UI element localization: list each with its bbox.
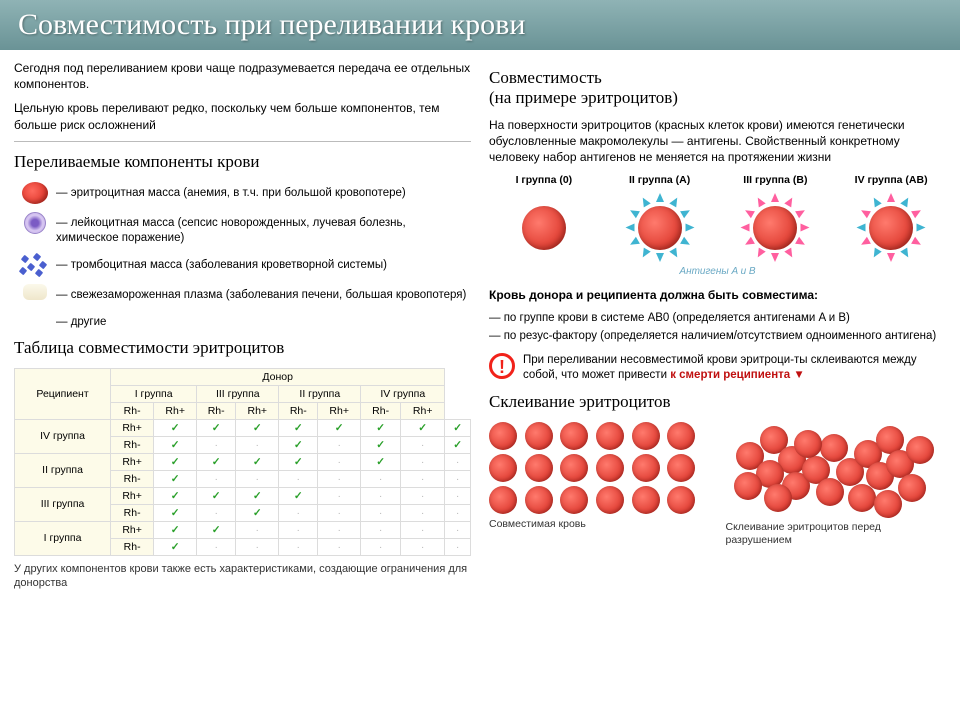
divider (14, 141, 471, 142)
exclamation-icon: ! (489, 353, 515, 379)
compatibility-table: РеципиентДонорI группаIII группаII групп… (14, 368, 471, 556)
agglutinated-blood-box: Склеивание эритроцитов перед разрушением (726, 422, 947, 546)
wbc-icon (14, 212, 56, 234)
group-label: I группа (0) (489, 174, 599, 186)
warning-text: При переливании несовместимой крови эрит… (523, 353, 946, 384)
left-column: Сегодня под переливанием крови чаще подр… (14, 60, 471, 598)
component-label: — эритроцитная масса (анемия, в т.ч. при… (56, 182, 471, 201)
platelet-icon (14, 254, 56, 276)
compatible-blood-box: Совместимая кровь (489, 422, 710, 546)
group-label: II группа (A) (605, 174, 715, 186)
other-icon (14, 311, 56, 315)
component-label: — другие (56, 311, 471, 330)
agglutinated-caption: Склеивание эритроцитов перед разрушением (726, 521, 947, 546)
component-label: — лейкоцитная масса (сепсис новорожденны… (56, 212, 471, 246)
compatible-cells-grid (489, 422, 699, 514)
plasma-icon (14, 284, 56, 300)
component-row: — свежезамороженная плазма (заболевания … (14, 284, 471, 303)
intro-2: Цельную кровь переливают редко, поскольк… (14, 100, 471, 132)
rbc-icon (14, 182, 56, 204)
component-row: — тромбоцитная масса (заболевания кровет… (14, 254, 471, 276)
compat-heading-sub: (на примере эритроцитов) (489, 88, 678, 107)
table-footnote: У других компонентов крови также есть ха… (14, 562, 471, 591)
components-list: — эритроцитная масса (анемия, в т.ч. при… (14, 182, 471, 330)
agglutinated-cells (726, 422, 936, 517)
warning-block: ! При переливании несовместимой крови эр… (489, 353, 946, 384)
compatible-caption: Совместимая кровь (489, 518, 710, 531)
component-row: — лейкоцитная масса (сепсис новорожденны… (14, 212, 471, 246)
component-row: — другие (14, 311, 471, 330)
right-column: Совместимость (на примере эритроцитов) Н… (489, 60, 946, 598)
page-header: Совместимость при переливании крови (0, 0, 960, 50)
agglutination-row: Совместимая кровь Склеивание эритроцитов… (489, 422, 946, 546)
blood-group-labels: I группа (0) II группа (A) III группа (B… (489, 174, 946, 186)
compat-intro: На поверхности эритроцитов (красных клет… (489, 117, 946, 166)
warning-emphasis: к смерти реципиента ▼ (670, 369, 805, 381)
main-content: Сегодня под переливанием крови чаще подр… (0, 50, 960, 602)
component-row: — эритроцитная масса (анемия, в т.ч. при… (14, 182, 471, 204)
group-label: IV группа (AB) (836, 174, 946, 186)
compat-heading-main: Совместимость (489, 68, 602, 87)
component-label: — свежезамороженная плазма (заболевания … (56, 284, 471, 303)
intro-1: Сегодня под переливанием крови чаще подр… (14, 60, 471, 92)
antigens-caption: Антигены A и B (489, 266, 946, 277)
component-label: — тромбоцитная масса (заболевания кровет… (56, 254, 471, 273)
rule-1: — по группе крови в системе AB0 (определ… (489, 311, 946, 327)
rule-2: — по резус-фактору (определяется наличие… (489, 329, 946, 345)
group-label: III группа (B) (721, 174, 831, 186)
agglutination-heading: Склеивание эритроцитов (489, 392, 946, 412)
table-heading: Таблица совместимости эритроцитов (14, 338, 471, 358)
rule-title: Кровь донора и реципиента должна быть со… (489, 287, 946, 303)
compat-heading: Совместимость (на примере эритроцитов) (489, 68, 946, 107)
antigen-cells-row (489, 192, 946, 264)
components-heading: Переливаемые компоненты крови (14, 152, 471, 172)
page-title: Совместимость при переливании крови (18, 8, 942, 42)
